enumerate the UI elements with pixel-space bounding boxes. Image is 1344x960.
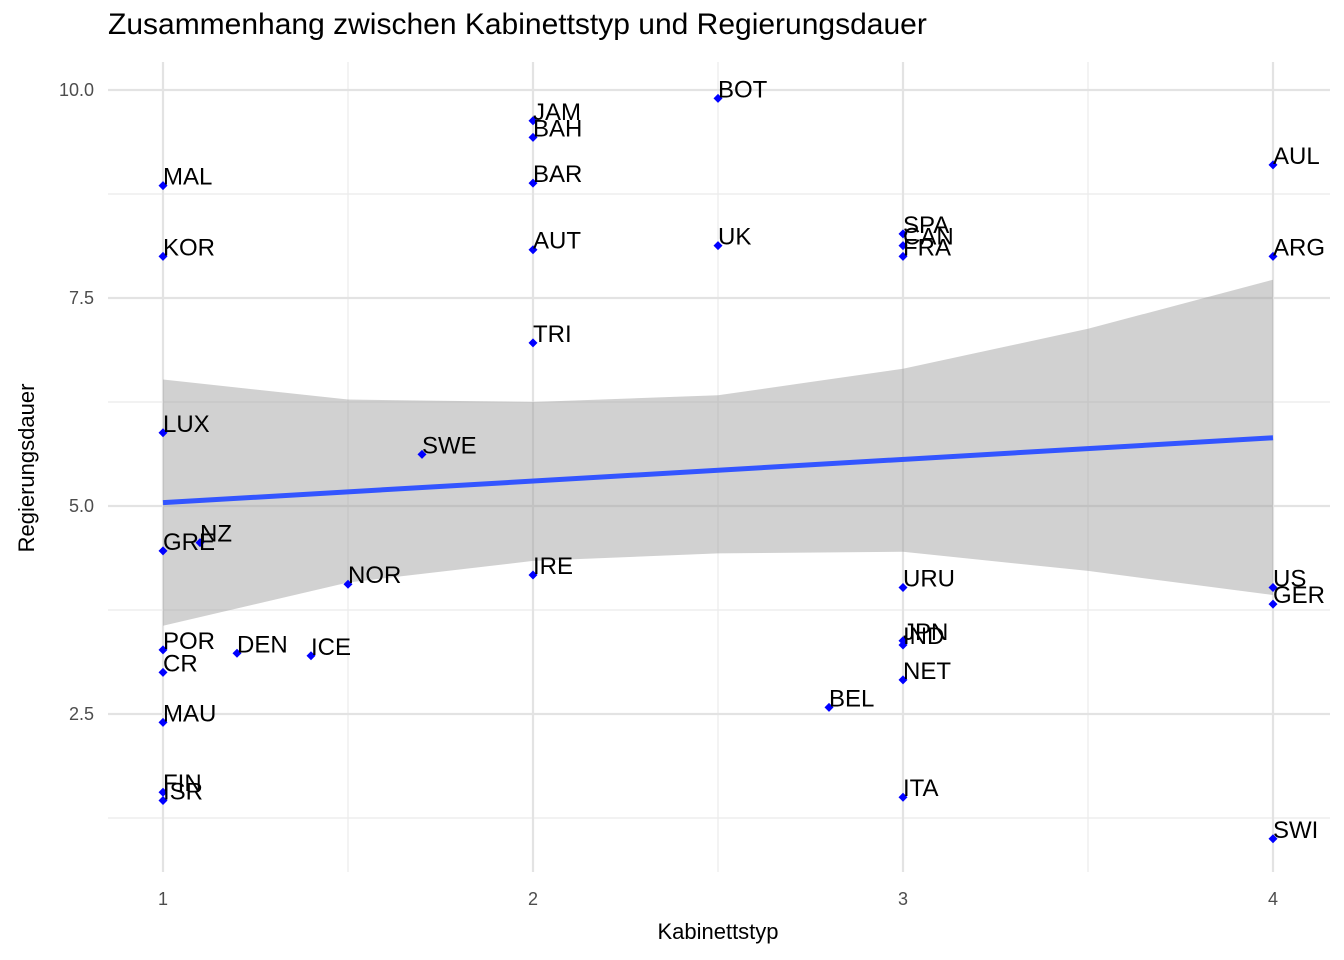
data-point-bot — [713, 93, 723, 103]
data-point-net — [898, 675, 908, 685]
confidence-band — [163, 279, 1273, 626]
y-tick-label-0: 2.5 — [69, 704, 94, 724]
point-label-ger: GER — [1273, 582, 1325, 609]
data-point-nz — [195, 538, 205, 548]
data-point-bar — [528, 178, 538, 188]
point-label-isr: ISR — [163, 779, 203, 806]
point-label-fra: FRA — [903, 234, 951, 261]
point-label-uru: URU — [903, 566, 955, 593]
data-point-arg — [1268, 251, 1278, 261]
data-point-fra — [898, 251, 908, 261]
x-axis-title: Kabinettstyp — [657, 919, 778, 944]
data-point-kor — [158, 251, 168, 261]
point-label-cr: CR — [163, 650, 198, 677]
axis-ticks: 1 2 3 4 2.5 5.0 7.5 10.0 — [59, 80, 1278, 909]
data-point-us — [1268, 583, 1278, 593]
regression-line — [162, 435, 1274, 506]
point-label-jpn: JPN — [903, 619, 948, 646]
data-point-spa — [898, 229, 908, 239]
data-point-fin — [158, 787, 168, 797]
data-points — [158, 93, 1278, 844]
point-label-can: CAN — [903, 224, 954, 251]
point-label-bot: BOT — [718, 76, 768, 103]
y-axis-title: Regierungsdauer — [14, 384, 39, 553]
data-point-nor — [343, 579, 353, 589]
data-point-jam — [528, 116, 538, 126]
point-label-net: NET — [903, 658, 951, 685]
data-point-ita — [898, 792, 908, 802]
data-point-ice — [306, 651, 316, 661]
data-point-mal — [158, 181, 168, 191]
data-point-uru — [898, 583, 908, 593]
point-label-bar: BAR — [533, 161, 582, 188]
point-label-den: DEN — [237, 631, 288, 658]
data-point-bah — [528, 132, 538, 142]
x-tick-label-3: 4 — [1268, 889, 1278, 909]
point-label-bel: BEL — [829, 685, 874, 712]
x-tick-label-2: 3 — [898, 889, 908, 909]
chart-title: Zusammenhang zwischen Kabinettstyp und R… — [108, 8, 927, 41]
data-point-den — [232, 648, 242, 658]
data-point-bel — [824, 702, 834, 712]
x-tick-label-0: 1 — [158, 889, 168, 909]
data-point-por — [158, 645, 168, 655]
data-point-uk — [713, 241, 723, 251]
point-label-lux: LUX — [163, 411, 210, 438]
point-label-ita: ITA — [903, 775, 939, 802]
point-label-nor: NOR — [348, 562, 401, 589]
point-label-ind: IND — [903, 623, 944, 650]
point-label-ire: IRE — [533, 553, 573, 580]
y-tick-label-1: 5.0 — [69, 496, 94, 516]
point-label-mau: MAU — [163, 700, 216, 727]
data-point-swe — [417, 449, 427, 459]
point-label-uk: UK — [718, 224, 751, 251]
trend-line — [162, 435, 1274, 506]
data-point-can — [898, 241, 908, 251]
point-label-por: POR — [163, 628, 215, 655]
grid-lines — [108, 62, 1330, 872]
point-label-arg: ARG — [1273, 234, 1325, 261]
point-label-nz: NZ — [200, 521, 232, 548]
confidence-band-area — [163, 279, 1273, 626]
point-label-ice: ICE — [311, 634, 351, 661]
data-point-aut — [528, 245, 538, 255]
point-label-aut: AUT — [533, 228, 581, 255]
point-label-swe: SWE — [422, 432, 477, 459]
data-point-gre — [158, 546, 168, 556]
data-point-isr — [158, 796, 168, 806]
point-label-kor: KOR — [163, 234, 215, 261]
data-point-mau — [158, 717, 168, 727]
data-point-swi — [1268, 834, 1278, 844]
data-point-aul — [1268, 160, 1278, 170]
data-point-tri — [528, 338, 538, 348]
point-label-mal: MAL — [163, 164, 212, 191]
point-label-spa: SPA — [903, 212, 949, 239]
y-tick-label-3: 10.0 — [59, 80, 94, 100]
data-point-ger — [1268, 599, 1278, 609]
point-label-tri: TRI — [533, 321, 572, 348]
point-label-us: US — [1273, 566, 1306, 593]
x-tick-label-1: 2 — [528, 889, 538, 909]
data-point-ire — [528, 570, 538, 580]
data-point-cr — [158, 667, 168, 677]
point-label-gre: GRE — [163, 529, 215, 556]
data-point-lux — [158, 428, 168, 438]
point-label-fin: FIN — [163, 770, 202, 797]
data-point-ind — [898, 640, 908, 650]
point-label-bah: BAH — [533, 115, 582, 142]
y-tick-label-2: 7.5 — [69, 288, 94, 308]
point-label-aul: AUL — [1273, 143, 1320, 170]
point-label-swi: SWI — [1273, 817, 1318, 844]
point-label-jam: JAM — [533, 99, 581, 126]
